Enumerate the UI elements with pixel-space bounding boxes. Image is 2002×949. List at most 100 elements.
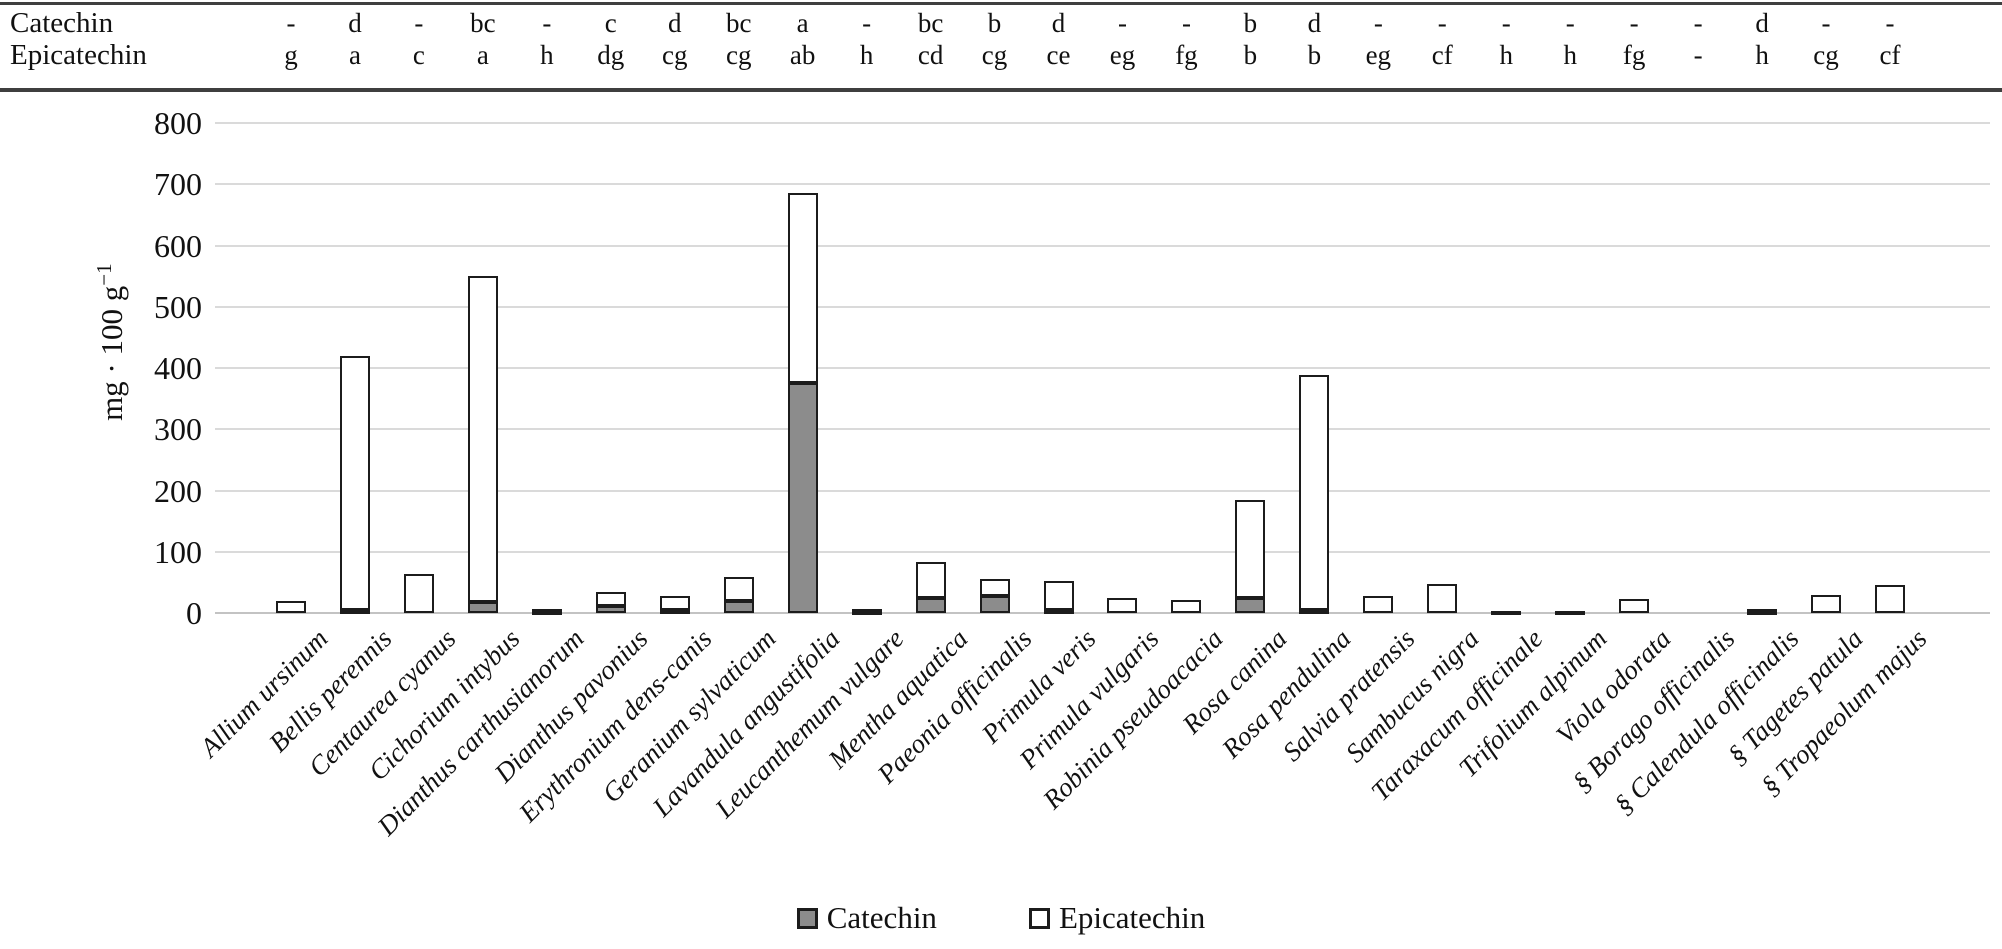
table-top-border [0, 2, 2002, 5]
sig-letter-epicatechin: c [412, 40, 425, 70]
bar-segment-epicatechin [1235, 499, 1266, 598]
x-axis-baseline [215, 612, 1990, 614]
sig-letter-catechin: - [414, 8, 424, 38]
legend-item-catechin: Catechin [796, 900, 937, 935]
y-tick-label: 700 [154, 166, 202, 203]
bar-segment-epicatechin [915, 561, 946, 599]
y-tick-label: 600 [154, 227, 202, 264]
gridline [215, 367, 1990, 369]
sig-letter-epicatechin: b [1307, 40, 1322, 70]
legend-item-epicatechin: Epicatechin [1028, 901, 1205, 935]
sig-letter-catechin: - [1373, 8, 1383, 38]
table-bottom-border [0, 88, 2002, 92]
sig-letter-epicatechin: cg [981, 40, 1008, 70]
sig-letter-epicatechin: a [348, 40, 361, 70]
sig-letter-epicatechin: h [1755, 40, 1769, 70]
bar-segment-catechin [339, 609, 370, 614]
sig-letter-epicatechin: eg [1109, 40, 1136, 70]
bar-segment-epicatechin [467, 276, 498, 602]
y-tick-label: 200 [154, 472, 202, 509]
sig-letter-catechin: - [1885, 8, 1895, 38]
y-tick-label: 400 [154, 350, 202, 386]
sig-letter-catechin: bc [725, 8, 752, 38]
sig-letter-epicatechin: g [284, 40, 298, 70]
sig-letter-catechin: - [1501, 8, 1511, 38]
bar-segment-catechin [1043, 609, 1074, 614]
bar-segment-epicatechin [1555, 610, 1586, 615]
sig-letter-epicatechin: b [1243, 40, 1258, 70]
bar-segment-epicatechin [851, 609, 882, 613]
bar-segment-catechin [915, 598, 946, 613]
gridline [215, 305, 1990, 308]
bar-segment-epicatechin [1619, 598, 1650, 613]
sig-letter-epicatechin: ce [1046, 40, 1071, 70]
bar-segment-epicatechin [1427, 583, 1458, 613]
bar-segment-catechin [659, 609, 690, 614]
bar-segment-catechin [467, 601, 498, 613]
sig-letter-catechin: - [1565, 8, 1575, 38]
sig-letter-epicatechin: cg [1813, 40, 1839, 70]
legend-label-catechin: Catechin [826, 900, 937, 935]
bar-segment-epicatechin [403, 574, 434, 613]
bar-segment-epicatechin [276, 600, 306, 613]
sig-letter-catechin: - [862, 8, 872, 38]
sig-letter-epicatechin: cg [662, 40, 688, 70]
bar-segment-epicatechin [1747, 609, 1778, 613]
y-tick-label: 800 [154, 105, 202, 141]
sig-letter-catechin: b [987, 8, 1002, 38]
bar-segment-epicatechin [1171, 599, 1202, 613]
gridline [215, 244, 1990, 247]
bar-segment-epicatechin [723, 577, 754, 601]
bar-segment-epicatechin [1363, 596, 1394, 613]
sig-letter-epicatechin: fg [1622, 40, 1646, 70]
sig-letter-epicatechin: h [1499, 40, 1513, 70]
sig-letter-catechin: - [1437, 8, 1447, 38]
legend: Catechin Epicatechin [0, 893, 2002, 943]
sig-letter-epicatechin: h [859, 40, 874, 70]
bar-segment-epicatechin [339, 355, 370, 610]
bar-segment-epicatechin [787, 193, 818, 384]
sig-letter-catechin: - [1821, 8, 1831, 38]
sig-letter-catechin: d [1051, 8, 1066, 38]
sig-letter-epicatechin: fg [1175, 40, 1198, 70]
sig-letter-catechin: - [1629, 8, 1639, 38]
gridline [215, 122, 1990, 124]
sig-letter-catechin: b [1243, 8, 1258, 38]
y-tick-label: 500 [154, 288, 202, 325]
sig-letter-catechin: bc [917, 8, 944, 38]
sig-letter-catechin: - [286, 8, 296, 38]
sig-letter-catechin: - [1693, 8, 1703, 38]
sig-letter-catechin: d [1307, 8, 1322, 38]
gridline [215, 183, 1990, 186]
sig-letter-catechin: - [542, 8, 552, 38]
y-axis-title-text: mg · 100 g [94, 285, 130, 421]
sig-letter-catechin: d [348, 8, 362, 38]
bar-segment-epicatechin [1043, 581, 1074, 610]
bar-segment-epicatechin [659, 595, 690, 610]
bar-segment-epicatechin [1811, 594, 1842, 613]
y-axis-title: mg · 100 g−1 [88, 212, 130, 472]
sig-letter-catechin: - [1181, 8, 1191, 38]
sig-letter-epicatechin: ab [789, 40, 816, 70]
sig-letter-epicatechin: eg [1365, 40, 1392, 70]
sig-letter-epicatechin: cf [1431, 40, 1453, 70]
bar-segment-epicatechin [1875, 584, 1905, 613]
gridline [215, 550, 1990, 553]
bar-segment-catechin [787, 383, 818, 613]
y-tick-label: 300 [154, 411, 202, 448]
epicatechin-swatch-icon [1028, 907, 1050, 929]
gridline [215, 489, 1990, 492]
y-tick-label: 0 [186, 595, 202, 631]
bar-segment-catechin [1235, 597, 1266, 613]
bar-segment-epicatechin [1491, 610, 1522, 615]
sig-letter-catechin: d [668, 8, 682, 38]
y-tick-label: 100 [154, 533, 202, 570]
sig-letter-epicatechin: h [540, 40, 554, 70]
bar-segment-epicatechin [595, 592, 626, 606]
bar-segment-epicatechin [979, 578, 1010, 596]
gridline [215, 428, 1990, 431]
sig-letter-epicatechin: cd [917, 40, 944, 70]
bar-segment-epicatechin [531, 609, 562, 613]
sig-letter-catechin: bc [470, 8, 496, 38]
sig-letter-epicatechin: dg [597, 40, 625, 70]
